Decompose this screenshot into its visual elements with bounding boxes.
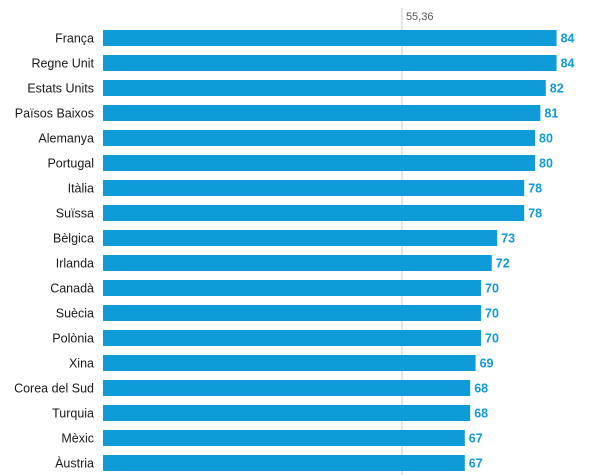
value-label: 73: [501, 232, 515, 246]
category-label: Àustria: [55, 456, 94, 471]
category-label: Irlanda: [56, 257, 94, 271]
category-label: Portugal: [47, 157, 94, 171]
value-label: 84: [561, 32, 575, 46]
reference-line-label: 55,36: [406, 11, 434, 23]
category-label: Estats Units: [27, 82, 94, 96]
value-label: 84: [561, 57, 575, 71]
value-label: 72: [496, 257, 510, 271]
bar: [103, 80, 546, 96]
category-label: Corea del Sud: [14, 382, 94, 396]
bars-group: França 84 Regne Unit 84 Estats Units 82 Països…: [14, 30, 575, 471]
category-label: Mèxic: [61, 432, 94, 446]
category-label: Polònia: [52, 332, 94, 346]
value-label: 78: [528, 207, 542, 221]
category-label: França: [55, 32, 94, 46]
value-label: 78: [528, 182, 542, 196]
bar: [103, 230, 498, 246]
category-label: Regne Unit: [31, 57, 94, 71]
bar: [103, 280, 481, 296]
bar: [103, 330, 481, 346]
value-label: 70: [485, 332, 499, 346]
category-label: Itàlia: [68, 182, 94, 196]
category-label: Alemanya: [38, 132, 94, 146]
bar: [103, 105, 541, 121]
bar: [103, 380, 471, 396]
value-label: 81: [544, 107, 558, 121]
bar: [103, 255, 492, 271]
category-label: Suècia: [56, 307, 94, 321]
bar: [103, 305, 481, 321]
bar: [103, 455, 465, 471]
value-label: 80: [539, 157, 553, 171]
value-label: 68: [474, 407, 488, 421]
value-label: 68: [474, 382, 488, 396]
bar: [103, 180, 525, 196]
category-label: Bèlgica: [53, 232, 94, 246]
value-label: 69: [480, 357, 494, 371]
bar: [103, 30, 557, 46]
category-label: Suïssa: [56, 207, 94, 221]
category-label: Xina: [69, 357, 94, 371]
category-label: Canadà: [50, 282, 94, 296]
category-label: Països Baixos: [15, 107, 94, 121]
category-label: Turquia: [52, 407, 94, 421]
bar: [103, 355, 476, 371]
bar: [103, 430, 465, 446]
bar: [103, 205, 525, 221]
bar: [103, 155, 535, 171]
bar: [103, 405, 471, 421]
bar: [103, 55, 557, 71]
value-label: 70: [485, 307, 499, 321]
value-label: 70: [485, 282, 499, 296]
value-label: 82: [550, 82, 564, 96]
value-label: 67: [469, 457, 483, 471]
value-label: 67: [469, 432, 483, 446]
bar: [103, 130, 535, 146]
value-label: 80: [539, 132, 553, 146]
